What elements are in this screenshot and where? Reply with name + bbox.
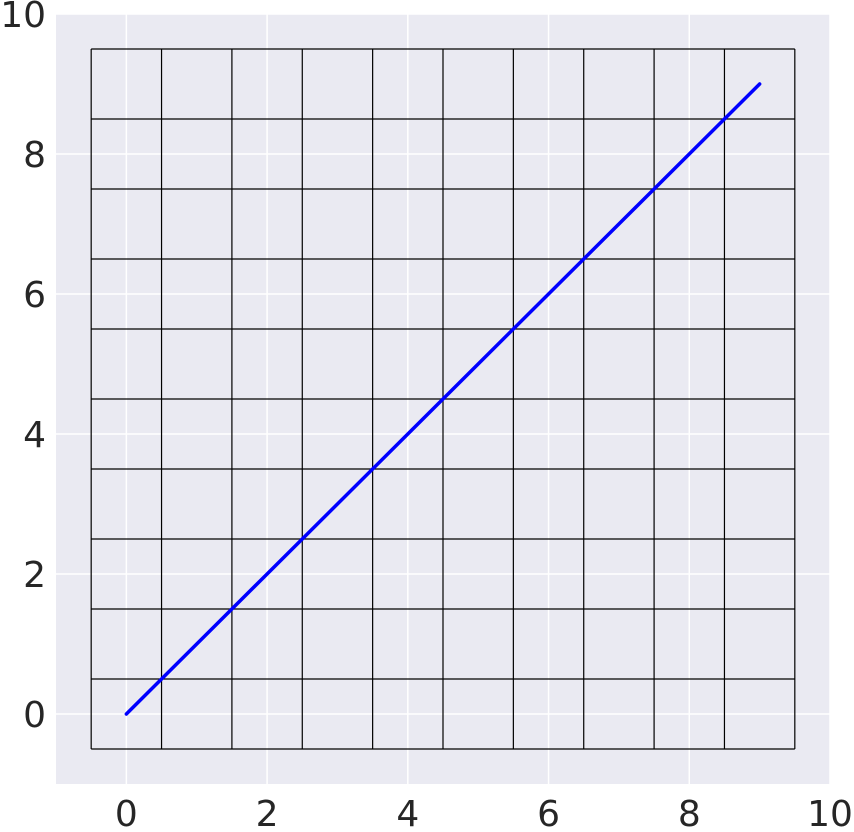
x-tick-label: 2 <box>256 794 279 832</box>
y-tick-label: 6 <box>23 275 46 316</box>
series-group <box>124 82 762 716</box>
y-tick-label: 10 <box>0 0 46 36</box>
y-tick-label: 8 <box>23 135 46 176</box>
x-tick-label: 0 <box>115 794 138 832</box>
cell-grid <box>90 48 796 750</box>
x-tick-label: 8 <box>678 794 701 832</box>
x-axis-ticks: 0 2 4 6 8 10 <box>115 794 853 832</box>
y-tick-label: 0 <box>23 695 46 736</box>
y-axis-ticks: 0 2 4 6 8 10 <box>0 0 46 736</box>
y-tick-label: 2 <box>23 555 46 596</box>
x-tick-label: 4 <box>396 794 419 832</box>
x-tick-label: 6 <box>537 794 560 832</box>
y-tick-label: 4 <box>23 415 46 456</box>
x-tick-label: 10 <box>807 794 853 832</box>
series-line <box>124 82 762 716</box>
